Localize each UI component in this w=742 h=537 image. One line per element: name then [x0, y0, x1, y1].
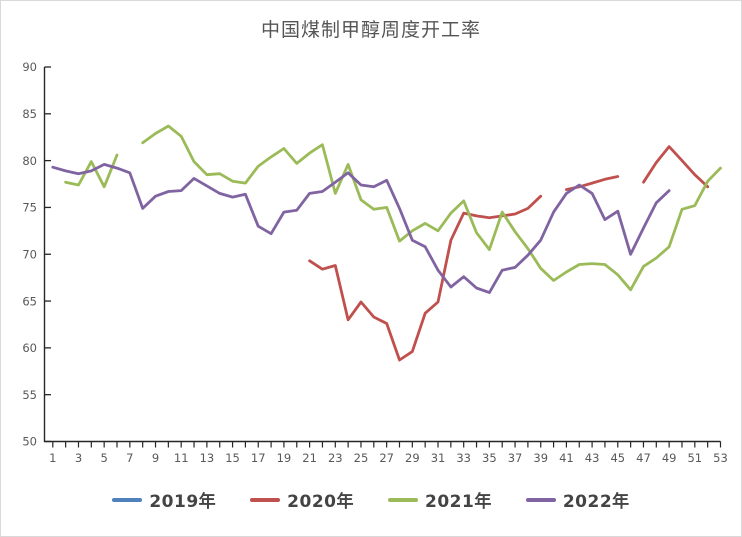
legend-item-2019年: 2019年 [112, 487, 216, 512]
series-lines [51, 124, 722, 362]
y-axis-label: 60 [22, 341, 37, 355]
x-axis-label: 37 [508, 451, 523, 465]
legend-swatch-icon [388, 497, 418, 502]
x-axis-label: 21 [302, 451, 317, 465]
x-axis-label: 15 [225, 451, 240, 465]
y-axis-label: 90 [22, 60, 37, 74]
x-axis-label: 35 [482, 451, 497, 465]
x-axis-label: 53 [713, 451, 728, 465]
x-axis-label: 47 [636, 451, 651, 465]
x-axis-label: 25 [354, 451, 369, 465]
x-axis-label: 39 [533, 451, 548, 465]
y-axis-label: 55 [22, 388, 37, 402]
x-axis-label: 27 [379, 451, 394, 465]
x-axis-label: 19 [277, 451, 292, 465]
legend-swatch-icon [250, 497, 281, 502]
legend-label: 2022年 [562, 492, 630, 512]
x-axis-label: 49 [662, 451, 677, 465]
x-axis-label: 45 [610, 451, 625, 465]
series-line-2021年 [64, 124, 722, 292]
x-axis-label: 41 [559, 451, 574, 465]
axis-lines [43, 67, 721, 443]
x-axis-label: 33 [456, 451, 471, 465]
x-axis-label: 31 [431, 451, 446, 465]
x-axis-label: 5 [100, 451, 107, 465]
legend-label: 2021年 [425, 492, 492, 512]
legend-item-2020年: 2020年 [250, 487, 354, 512]
x-axis-label: 9 [152, 451, 159, 465]
x-axis-label: 43 [585, 451, 600, 465]
x-axis-label: 17 [251, 451, 266, 465]
y-axis-label: 85 [22, 107, 37, 121]
x-axis-label: 11 [174, 451, 189, 465]
x-axis-label: 29 [405, 451, 420, 465]
legend-item-2022年: 2022年 [525, 487, 630, 512]
x-axis-label: 3 [75, 451, 82, 465]
series-line-2020年 [308, 145, 710, 362]
x-axis-label: 51 [687, 451, 702, 465]
x-axis-label: 13 [200, 451, 215, 465]
legend-item-2021年: 2021年 [388, 487, 492, 512]
legend-label: 2020年 [287, 492, 354, 512]
legend-label: 2019年 [149, 492, 217, 512]
legend-swatch-icon [525, 497, 556, 502]
legend-swatch-icon [112, 497, 143, 502]
y-axis-label: 80 [22, 154, 37, 168]
x-axis-label: 7 [126, 451, 133, 465]
y-axis-label: 50 [22, 435, 37, 449]
y-axis-label: 70 [22, 247, 37, 261]
y-axis-label: 65 [22, 294, 37, 308]
x-axis-label: 1 [49, 451, 56, 465]
legend: 2019年 2020年 2021年 2022年 [1, 487, 741, 512]
y-axis-label: 75 [22, 201, 37, 215]
chart-title: 中国煤制甲醇周度开工率 [260, 19, 481, 41]
series-line-2022年 [51, 163, 671, 294]
x-axis-label: 23 [328, 451, 343, 465]
